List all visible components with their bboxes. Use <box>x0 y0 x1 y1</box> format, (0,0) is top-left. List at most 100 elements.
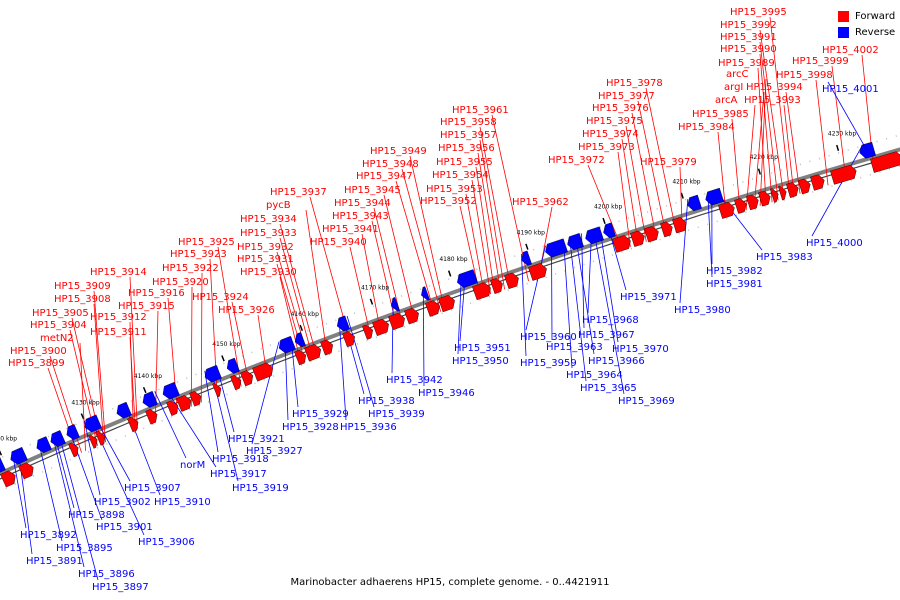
forward-gene-label: HP15_3961 <box>452 105 509 116</box>
reverse-gene-label: HP15_3896 <box>78 569 135 580</box>
reverse-gene-arrow <box>603 222 616 239</box>
gene-features <box>0 141 900 488</box>
forward-gene-label: HP15_3908 <box>54 294 111 305</box>
forward-gene-arrow <box>372 318 389 337</box>
forward-gene-label: HP15_3932 <box>237 242 294 253</box>
leader-line <box>783 104 795 196</box>
leader-line <box>621 138 639 245</box>
leader-line <box>625 125 647 242</box>
leader-line <box>587 164 623 250</box>
leader-line <box>279 276 302 364</box>
leader-line <box>599 227 619 343</box>
forward-gene-label: HP15_3958 <box>440 117 497 128</box>
forward-gene-label: pycB <box>266 200 291 211</box>
tick-label: 4190 kbp <box>517 229 545 236</box>
leader-line <box>338 318 347 421</box>
reverse-gene-label: HP15_3970 <box>612 344 669 355</box>
leader-line <box>491 114 529 282</box>
reverse-gene-label: HP15_3966 <box>588 356 645 367</box>
reverse-gene-label: HP15_3960 <box>520 332 577 343</box>
tick-label: 4120 kbp <box>0 436 17 443</box>
leader-line <box>617 151 631 248</box>
reverse-gene-arrow <box>66 424 80 440</box>
reverse-gene-label: HP15_3963 <box>546 342 603 353</box>
tick-label: 4170 kbp <box>361 284 389 291</box>
leader-line <box>587 230 593 314</box>
forward-gene-label: HP15_3943 <box>332 211 389 222</box>
reverse-gene-arrow <box>50 430 66 447</box>
leader-line <box>769 16 791 197</box>
reverse-gene-label: HP15_3946 <box>418 388 475 399</box>
backbone-line <box>0 147 900 476</box>
scale-tick <box>447 270 452 277</box>
scale-tick <box>757 168 762 175</box>
leader-line <box>129 321 134 431</box>
reverse-gene-arrow <box>585 226 604 245</box>
scale-tick <box>602 217 606 224</box>
forward-gene-arrow <box>630 230 645 247</box>
forward-gene-arrow <box>320 339 334 356</box>
forward-gene-label: HP15_3911 <box>90 327 147 338</box>
reverse-gene-label: norM <box>180 460 205 471</box>
forward-gene-label: HP15_3912 <box>90 312 147 323</box>
forward-gene-label: HP15_3944 <box>334 198 391 209</box>
leader-line <box>731 118 741 213</box>
leader-line <box>645 87 677 233</box>
reverse-gene-label: HP15_3897 <box>92 582 149 593</box>
reverse-gene-label: HP15_3907 <box>124 483 181 494</box>
leader-line <box>631 112 657 239</box>
forward-gene-arrow <box>504 272 519 290</box>
forward-gene-label: HP15_3914 <box>90 267 147 278</box>
legend-reverse: Reverse <box>838 24 895 40</box>
leader-line <box>521 253 527 357</box>
reverse-gene-arrow <box>36 436 52 454</box>
leader-line <box>251 341 280 445</box>
forward-gene-label: arcA <box>715 95 738 106</box>
reverse-gene-label: HP15_3917 <box>210 469 267 480</box>
reverse-gene-arrow <box>687 194 702 212</box>
leader-line <box>200 272 203 403</box>
forward-swatch <box>838 10 849 22</box>
reverse-gene-label: HP15_3959 <box>520 358 577 369</box>
leader-line <box>569 237 587 382</box>
forward-gene-label: HP15_3915 <box>118 301 175 312</box>
forward-gene-arrow <box>166 400 179 416</box>
forward-gene-label: HP15_3900 <box>10 346 67 357</box>
leader-line <box>409 155 446 311</box>
tick-label: 4140 kbp <box>134 373 162 380</box>
legend: Forward Reverse <box>838 8 895 40</box>
reverse-gene-arrow <box>545 238 568 258</box>
forward-gene-arrow <box>438 294 455 313</box>
forward-gene-label: HP15_3916 <box>128 288 185 299</box>
forward-gene-arrow <box>0 470 16 488</box>
forward-gene-label: HP15_3962 <box>512 197 569 208</box>
forward-gene-label: HP15_3904 <box>30 320 87 331</box>
forward-gene-arrow <box>388 312 405 331</box>
reverse-gene-arrow <box>457 269 478 288</box>
forward-gene-label: HP15_3937 <box>270 187 327 198</box>
forward-gene-arrow <box>490 278 503 294</box>
leader-line <box>815 79 829 186</box>
forward-gene-label: HP15_3976 <box>592 103 649 114</box>
forward-gene-arrow <box>212 383 222 398</box>
forward-gene-label: HP15_3956 <box>438 143 495 154</box>
reverse-gene-arrow <box>567 233 584 251</box>
leader-line <box>525 245 546 331</box>
forward-gene-label: HP15_3953 <box>426 184 483 195</box>
reverse-gene-label: HP15_3980 <box>674 305 731 316</box>
leader-line <box>58 432 99 581</box>
forward-gene-label: HP15_3998 <box>776 70 833 81</box>
forward-gene-arrow <box>304 344 322 362</box>
leader-line <box>395 180 436 314</box>
leader-line <box>457 274 462 355</box>
forward-gene-label: HP15_3995 <box>730 7 787 18</box>
reverse-gene-arrow <box>10 446 28 465</box>
reverse-gene-label: HP15_3983 <box>756 252 813 263</box>
forward-gene-label: HP15_3952 <box>420 196 477 207</box>
tick-label: 4130 kbp <box>71 399 99 406</box>
forward-gene-label: HP15_3999 <box>792 56 849 67</box>
leader-line <box>471 179 491 295</box>
leader-line <box>465 193 486 297</box>
scale-tick <box>0 450 3 456</box>
